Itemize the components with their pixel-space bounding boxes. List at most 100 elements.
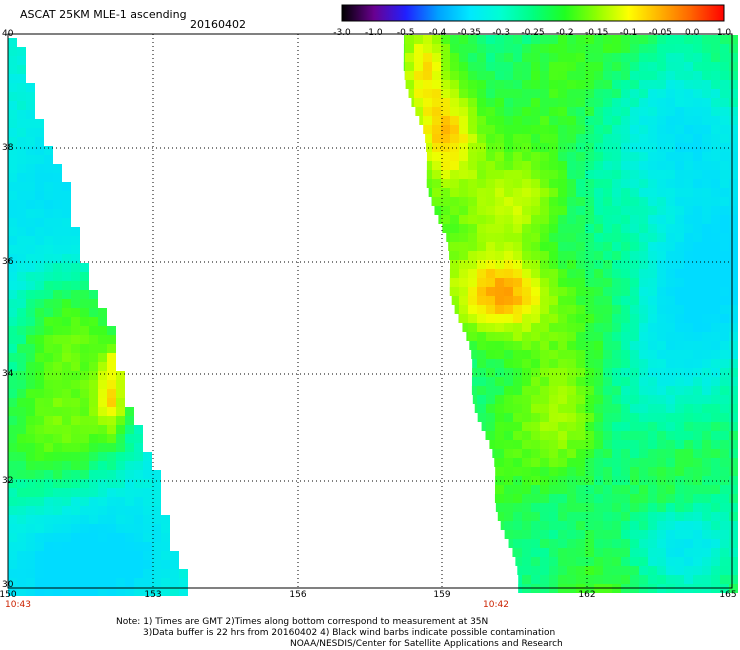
wind-cell bbox=[71, 560, 80, 569]
wind-cell bbox=[711, 143, 720, 152]
wind-cell bbox=[44, 290, 53, 299]
wind-cell bbox=[711, 305, 720, 314]
wind-cell bbox=[540, 170, 549, 179]
wind-cell bbox=[657, 377, 666, 386]
wind-cell bbox=[8, 407, 17, 416]
wind-cell bbox=[98, 470, 107, 479]
wind-cell bbox=[98, 560, 107, 569]
wind-cell bbox=[594, 557, 603, 566]
wind-cell bbox=[504, 233, 513, 242]
wind-cell bbox=[26, 497, 35, 506]
wind-cell bbox=[567, 431, 576, 440]
wind-cell bbox=[612, 197, 621, 206]
wind-cell bbox=[522, 395, 531, 404]
wind-cell bbox=[684, 368, 693, 377]
wind-cell bbox=[603, 314, 612, 323]
wind-cell bbox=[62, 200, 71, 209]
wind-cell bbox=[657, 512, 666, 521]
grid-lines bbox=[8, 34, 732, 588]
wind-cell bbox=[152, 506, 161, 515]
wind-cell bbox=[26, 119, 35, 128]
wind-cell bbox=[522, 296, 531, 305]
wind-cell bbox=[567, 404, 576, 413]
wind-cell bbox=[486, 413, 495, 422]
wind-cell bbox=[459, 197, 468, 206]
wind-cell bbox=[441, 71, 450, 80]
wind-cell bbox=[558, 539, 567, 548]
wind-cell bbox=[540, 278, 549, 287]
wind-cell bbox=[657, 269, 666, 278]
wind-cell bbox=[495, 431, 504, 440]
wind-cell bbox=[468, 305, 477, 314]
wind-cell bbox=[702, 359, 711, 368]
wind-cell bbox=[648, 80, 657, 89]
wind-cell bbox=[468, 188, 477, 197]
wind-cell bbox=[477, 116, 486, 125]
wind-cell bbox=[17, 326, 26, 335]
wind-cell bbox=[62, 299, 71, 308]
wind-cell bbox=[621, 242, 630, 251]
wind-cell bbox=[459, 98, 468, 107]
wind-cell bbox=[549, 350, 558, 359]
wind-cell bbox=[44, 506, 53, 515]
wind-cell bbox=[648, 530, 657, 539]
wind-cell bbox=[450, 134, 459, 143]
wind-cell bbox=[603, 467, 612, 476]
wind-cell bbox=[459, 125, 468, 134]
wind-cell bbox=[675, 233, 684, 242]
wind-cell bbox=[729, 476, 738, 485]
wind-cell bbox=[80, 299, 89, 308]
wind-cell bbox=[495, 377, 504, 386]
wind-cell bbox=[71, 425, 80, 434]
wind-cell bbox=[693, 170, 702, 179]
wind-cell bbox=[486, 296, 495, 305]
wind-cell bbox=[8, 83, 17, 92]
wind-cell bbox=[702, 557, 711, 566]
wind-cell bbox=[17, 497, 26, 506]
wind-cell bbox=[729, 215, 738, 224]
wind-cell bbox=[522, 458, 531, 467]
wind-cell bbox=[62, 272, 71, 281]
wind-cell bbox=[513, 305, 522, 314]
wind-cell bbox=[522, 377, 531, 386]
wind-cell bbox=[702, 449, 711, 458]
wind-cell bbox=[71, 506, 80, 515]
wind-cell bbox=[603, 395, 612, 404]
wind-cell bbox=[594, 44, 603, 53]
wind-cell bbox=[576, 305, 585, 314]
wind-cell bbox=[558, 521, 567, 530]
wind-cell bbox=[567, 143, 576, 152]
wind-cell bbox=[35, 335, 44, 344]
wind-cell bbox=[17, 587, 26, 596]
wind-cell bbox=[594, 62, 603, 71]
wind-cell bbox=[53, 380, 62, 389]
wind-cell bbox=[594, 521, 603, 530]
wind-cell bbox=[576, 89, 585, 98]
wind-cell bbox=[486, 71, 495, 80]
wind-cell bbox=[522, 53, 531, 62]
wind-cell bbox=[684, 332, 693, 341]
wind-cell bbox=[666, 296, 675, 305]
wind-cell bbox=[675, 224, 684, 233]
wind-cell bbox=[531, 179, 540, 188]
x-label-159: 159 bbox=[433, 590, 451, 600]
wind-cell bbox=[558, 278, 567, 287]
wind-cell bbox=[35, 416, 44, 425]
wind-cell bbox=[702, 395, 711, 404]
wind-cell bbox=[711, 458, 720, 467]
wind-cell bbox=[549, 62, 558, 71]
wind-cell bbox=[693, 71, 702, 80]
wind-cell bbox=[612, 35, 621, 44]
wind-cell bbox=[35, 326, 44, 335]
wind-cell bbox=[26, 416, 35, 425]
wind-cell bbox=[684, 71, 693, 80]
wind-cell bbox=[495, 350, 504, 359]
wind-cell bbox=[729, 485, 738, 494]
wind-cell bbox=[44, 578, 53, 587]
wind-cell bbox=[35, 128, 44, 137]
wind-cell bbox=[639, 89, 648, 98]
wind-cell bbox=[558, 125, 567, 134]
wind-cell bbox=[71, 281, 80, 290]
wind-cell bbox=[441, 179, 450, 188]
wind-cell bbox=[477, 233, 486, 242]
